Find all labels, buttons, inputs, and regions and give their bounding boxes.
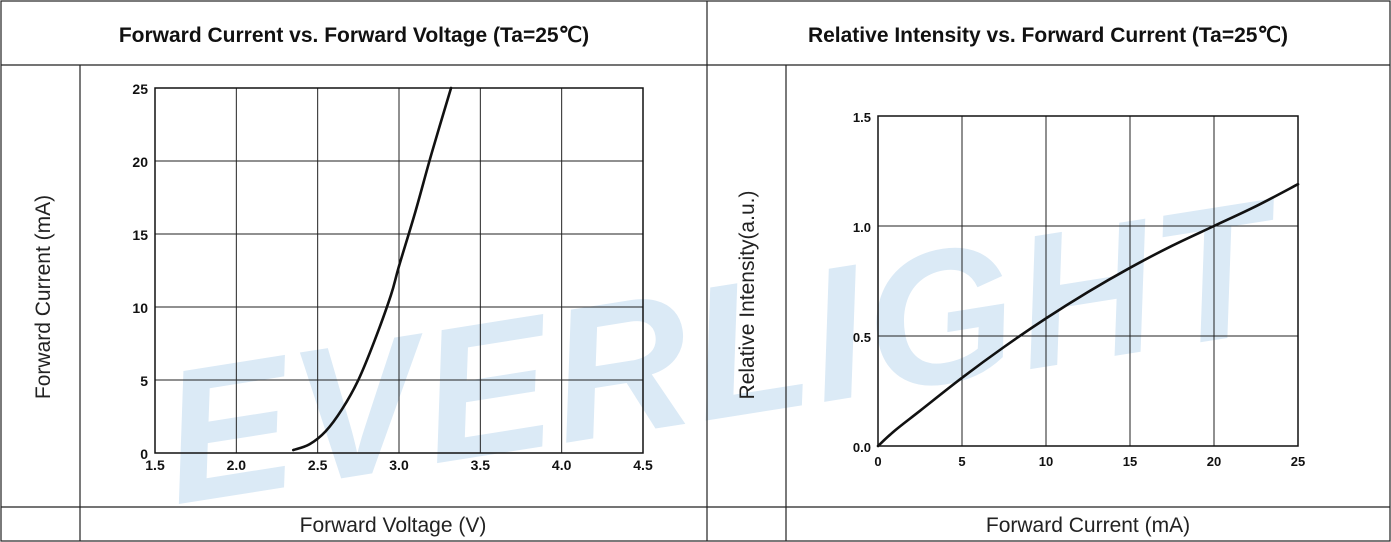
chart1-series-line — [291, 86, 453, 452]
chart2-xlabel: Forward Current (mA) — [986, 514, 1190, 537]
chart1-title: Forward Current vs. Forward Voltage (Ta=… — [119, 24, 589, 47]
watermark-text: EVERLIGHT — [149, 158, 1301, 542]
chart1-plot: 1.5 2.0 2.5 3.0 3.5 4.0 4.5 0 5 10 15 20 25 — [132, 81, 653, 473]
chart2-ytick-label: 1.0 — [853, 220, 871, 235]
chart1-ytick-label: 20 — [132, 154, 148, 170]
chart1-xtick-label: 4.5 — [633, 457, 653, 473]
chart2-ytick-label: 1.5 — [853, 110, 871, 125]
chart2-xtick-label: 15 — [1123, 454, 1137, 469]
chart1-xlabel: Forward Voltage (V) — [300, 514, 487, 537]
chart2-xtick-label: 0 — [874, 454, 881, 469]
chart2-xtick-label: 20 — [1207, 454, 1221, 469]
chart2-ytick-label: 0.0 — [853, 440, 871, 455]
chart1-plot-frame — [154, 87, 644, 454]
chart1-ytick-label: 15 — [132, 227, 148, 243]
chart2-series-line — [876, 182, 1300, 448]
chart1-xtick-label: 3.0 — [389, 457, 409, 473]
chart2-ytick-label: 0.5 — [853, 330, 871, 345]
chart1-xtick-label: 2.5 — [308, 457, 328, 473]
chart2-ylabel: Relative Intensity(a.u.) — [736, 191, 759, 400]
chart1-ytick-label: 0 — [140, 446, 148, 462]
chart2-xtick-label: 25 — [1291, 454, 1305, 469]
chart1-ytick-label: 5 — [140, 373, 148, 389]
chart2-xtick-label: 5 — [958, 454, 965, 469]
chart2-plot-frame — [877, 115, 1299, 447]
chart1-xtick-label: 2.0 — [227, 457, 247, 473]
chart1-ytick-label: 25 — [132, 81, 148, 97]
chart2-xtick-label: 10 — [1039, 454, 1053, 469]
chart2-plot: 0 5 10 15 20 25 0.0 0.5 1.0 1.5 — [853, 110, 1305, 469]
chart1-ylabel: Forward Current (mA) — [32, 195, 55, 399]
chart1-xtick-label: 3.5 — [471, 457, 491, 473]
chart2-title: Relative Intensity vs. Forward Current (… — [808, 24, 1288, 47]
chart1-xtick-label: 4.0 — [552, 457, 572, 473]
chart1-ytick-label: 10 — [132, 300, 148, 316]
chart1-xtick-label: 1.5 — [145, 457, 165, 473]
